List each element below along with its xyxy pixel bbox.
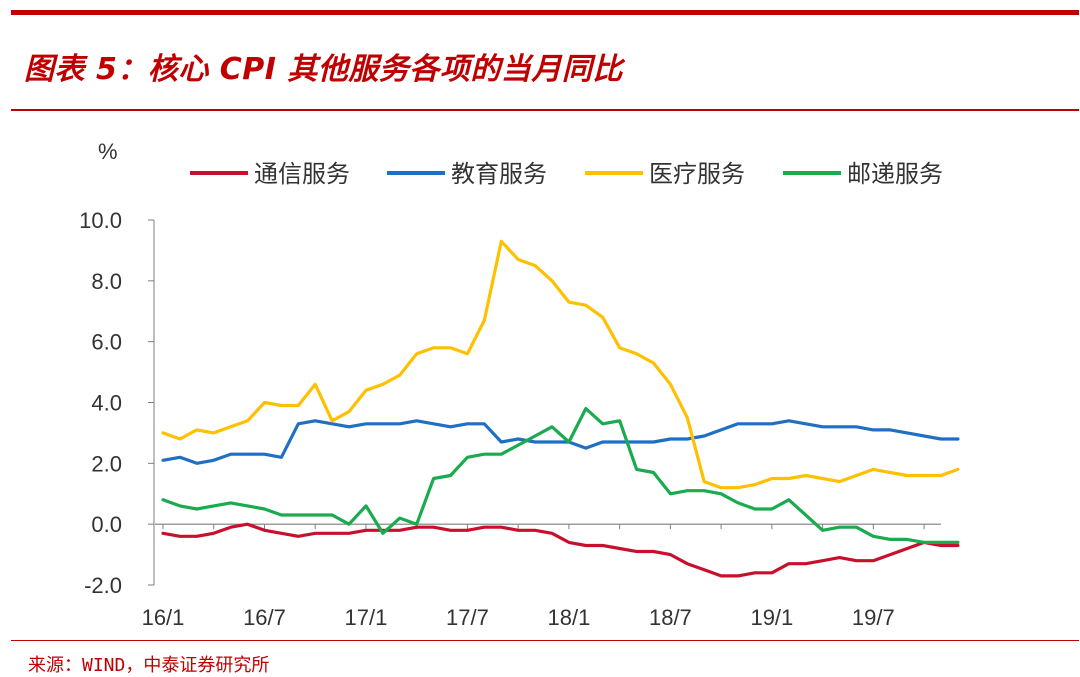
legend-label: 教育服务 [451, 160, 547, 188]
series-line-2 [161, 419, 960, 465]
y-axis-ticks: 10.0 8.0 6.0 4.0 2.0 0.0 -2.0 [79, 208, 155, 598]
y-tick-label: 0.0 [91, 512, 122, 537]
bottom-rule [11, 640, 1079, 641]
y-tick-label: 6.0 [91, 330, 122, 355]
y-tick-label: 10.0 [79, 208, 122, 233]
x-tick-label: 18/7 [649, 605, 692, 630]
legend-label: 医疗服务 [649, 160, 745, 188]
legend-label: 邮递服务 [847, 160, 943, 188]
series-line-1 [161, 522, 960, 578]
y-tick-label: 4.0 [91, 391, 122, 416]
x-tick-label: 18/1 [547, 605, 590, 630]
y-axis-unit: % [98, 139, 118, 164]
top-rule [11, 10, 1079, 15]
series-lines [161, 239, 960, 578]
y-tick-label: -2.0 [84, 573, 122, 598]
series-line-4 [161, 407, 960, 544]
chart-title: 图表 5：核心 CPI 其他服务各项的当月同比 [24, 52, 623, 87]
x-tick-label: 16/7 [243, 605, 286, 630]
x-tick-label: 16/1 [142, 605, 185, 630]
x-tick-label: 17/1 [345, 605, 388, 630]
x-axis: 16/1 16/7 17/1 17/7 18/1 18/7 19/1 19/7 [142, 523, 941, 630]
x-tick-label: 19/1 [750, 605, 793, 630]
series-line-3 [161, 239, 960, 490]
legend-label: 通信服务 [254, 160, 350, 188]
line-chart: % 通信服务 教育服务 医疗服务 邮递服务 10.0 8.0 6.0 4.0 2.0 0.0 -2… [79, 139, 960, 630]
x-tick-label: 17/7 [446, 605, 489, 630]
x-tick-label: 19/7 [852, 605, 895, 630]
y-tick-label: 8.0 [91, 269, 122, 294]
y-tick-label: 2.0 [91, 451, 122, 476]
source-note: 来源：WIND，中泰证券研究所 [28, 655, 270, 676]
title-rule [11, 109, 1079, 111]
legend: 通信服务 教育服务 医疗服务 邮递服务 [190, 160, 943, 188]
